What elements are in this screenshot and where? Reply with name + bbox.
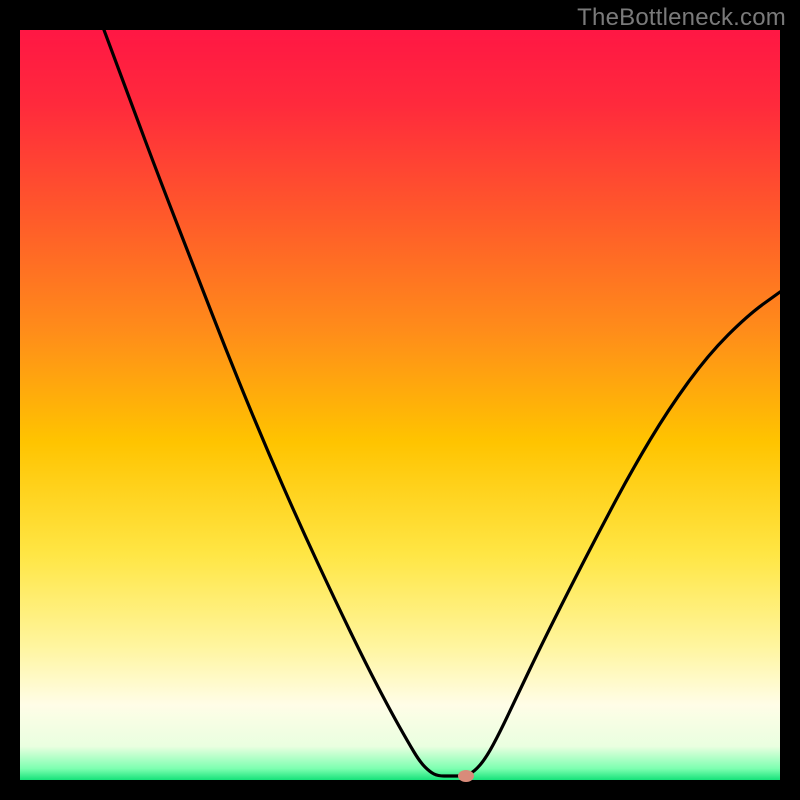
heat-gradient-area: [20, 30, 780, 780]
bottleneck-chart: [0, 0, 800, 800]
watermark-text: TheBottleneck.com: [577, 4, 786, 32]
optimal-point-marker: [458, 770, 474, 782]
